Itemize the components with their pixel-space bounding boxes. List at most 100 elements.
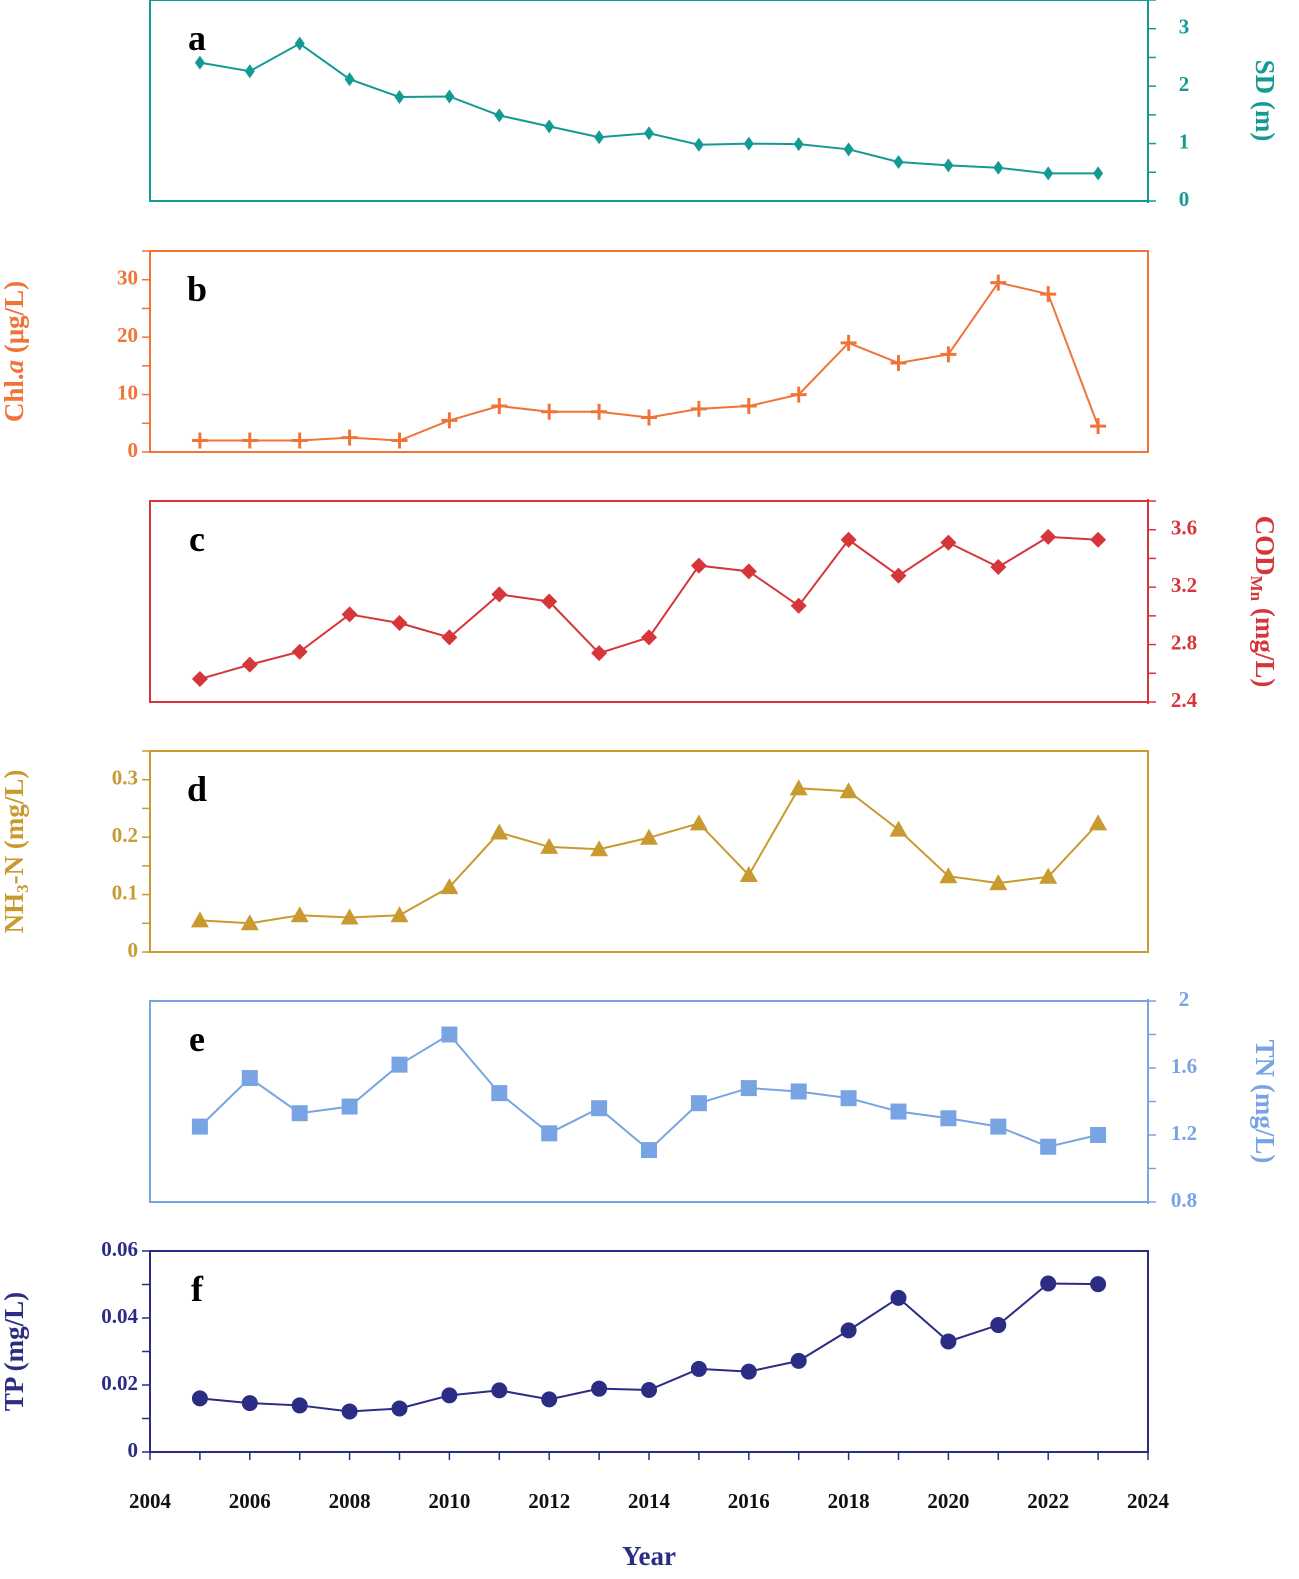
panel-d-y-tick-label: 0.2 xyxy=(112,823,138,847)
panel-e-point xyxy=(291,1105,308,1122)
panel-f-point xyxy=(441,1387,458,1404)
panel-c-markers xyxy=(191,528,1107,688)
panel-f-y-tick-label: 0 xyxy=(128,1438,139,1462)
panel-b-y-tick-label: 0 xyxy=(128,438,139,462)
panel-d-point xyxy=(190,911,209,928)
panel-a-point xyxy=(194,55,205,70)
panel-b-point xyxy=(990,274,1007,291)
panel-c-point xyxy=(940,534,957,551)
panel-c-y-axis: 2.4 2.8 3.2 3.6 xyxy=(1147,499,1198,712)
panel-c-point xyxy=(541,593,558,610)
panel-d-point xyxy=(240,914,259,931)
panel-d-point xyxy=(739,866,758,883)
panel-e-point xyxy=(690,1095,707,1112)
panel-f-frame xyxy=(149,1250,1149,1453)
panel-a-point xyxy=(244,64,255,79)
panel-e-markers xyxy=(191,1026,1107,1159)
panel-a-point xyxy=(444,89,455,104)
panel-f-point xyxy=(591,1380,608,1397)
panel-a-point xyxy=(294,36,305,51)
panel-e-point xyxy=(541,1125,558,1142)
panel-f-y-tick-label: 0.02 xyxy=(101,1371,138,1395)
panel-f-point xyxy=(391,1400,408,1417)
panel-f-point xyxy=(890,1289,907,1306)
panel-b-point xyxy=(391,432,408,449)
panel-b-point xyxy=(591,403,608,420)
panel-e-point xyxy=(591,1100,608,1117)
panel-c-letter: c xyxy=(189,519,205,559)
panel-d: 0 0.1 0.2 0.3 NH3-N (mg/L) d xyxy=(0,750,1149,962)
panel-a-y-tick-label: 2 xyxy=(1179,72,1190,96)
panel-a-point xyxy=(743,136,754,151)
panel-e-y-tick-label: 1.2 xyxy=(1171,1121,1197,1145)
panel-d-y-title: NH3-N (mg/L) xyxy=(0,770,32,934)
panel-e-point xyxy=(940,1110,957,1127)
panel-a-point xyxy=(893,154,904,169)
panel-f-point xyxy=(491,1382,508,1399)
panel-b-point xyxy=(241,432,258,449)
panel-e-point xyxy=(890,1103,907,1120)
panel-c-point xyxy=(1040,528,1057,545)
x-tick-label: 2022 xyxy=(1027,1489,1069,1513)
panel-e-point xyxy=(391,1056,408,1073)
panel-c-point xyxy=(341,606,358,623)
x-tick-label: 2012 xyxy=(528,1489,570,1513)
panel-a-point xyxy=(1093,166,1104,181)
panel-e-point xyxy=(441,1026,458,1043)
panel-e-point xyxy=(241,1070,258,1087)
panel-c-point xyxy=(990,559,1007,576)
panel-b-point xyxy=(541,403,558,420)
panel-a-point xyxy=(544,119,555,134)
panel-e-point xyxy=(491,1085,508,1102)
panel-e-y-tick-label: 2 xyxy=(1179,987,1190,1011)
panel-f-point xyxy=(541,1391,558,1408)
panel-e-y-axis: 0.8 1.2 1.6 2 xyxy=(1147,987,1197,1212)
panel-d-y-axis: 0 0.1 0.2 0.3 xyxy=(112,750,150,962)
panel-f-point xyxy=(1040,1275,1057,1292)
x-tick-label: 2018 xyxy=(828,1489,870,1513)
panel-f-point xyxy=(641,1382,657,1399)
panel-e-y-tick-label: 0.8 xyxy=(1171,1188,1197,1212)
panel-f-point xyxy=(291,1397,308,1414)
x-tick-label: 2006 xyxy=(229,1489,271,1513)
panel-a-markers xyxy=(194,36,1104,181)
x-tick-label: 2016 xyxy=(728,1489,770,1513)
panel-e-y-title: TN (mg/L) xyxy=(1250,1040,1280,1164)
panel-d-point xyxy=(590,840,609,857)
panel-b-point xyxy=(940,346,957,363)
panel-f-point xyxy=(191,1390,208,1407)
panel-b-y-tick-label: 10 xyxy=(117,380,138,404)
panel-f-markers xyxy=(191,1275,1107,1420)
panel-c-point xyxy=(191,671,208,688)
panel-b-y-tick-label: 20 xyxy=(117,323,138,347)
panel-a-y-axis: 0 1 2 3 xyxy=(1147,0,1190,211)
panel-e: 0.8 1.2 1.6 2 TN (mg/L) e xyxy=(149,987,1280,1212)
panel-d-frame xyxy=(149,750,1149,953)
panel-a-y-tick-label: 0 xyxy=(1179,187,1190,211)
panel-f-point xyxy=(740,1363,757,1380)
panel-f-point xyxy=(940,1333,957,1350)
panel-b-point xyxy=(191,432,208,449)
panel-c-point xyxy=(890,567,907,584)
panel-f-letter: f xyxy=(191,1269,204,1309)
panel-a-point xyxy=(993,160,1004,175)
panel-a-point xyxy=(843,142,854,157)
panel-c-point xyxy=(790,597,807,614)
panel-e-point xyxy=(790,1083,807,1100)
panel-a-y-tick-label: 1 xyxy=(1179,129,1190,153)
panel-a-point xyxy=(594,130,605,145)
x-tick-label: 2010 xyxy=(428,1489,470,1513)
panel-b-y-axis: 0 10 20 30 xyxy=(117,250,150,462)
panel-a-y-title: SD (m) xyxy=(1250,60,1280,142)
panel-f-point xyxy=(1090,1276,1107,1293)
panel-e-point xyxy=(740,1080,757,1097)
panel-a-series-line xyxy=(199,42,1099,175)
panel-c-y-title: CODMn (mg/L) xyxy=(1247,516,1280,688)
x-axis: 2004 2006 2008 2010 2012 2014 2016 2018 2020 2022… xyxy=(129,1452,1170,1571)
panel-b-y-tick-label: 30 xyxy=(117,266,138,290)
panel-d-point xyxy=(839,782,858,799)
panel-d-point xyxy=(789,779,808,796)
panel-d-point xyxy=(640,828,658,845)
panel-c-point xyxy=(591,645,608,662)
panel-b-point xyxy=(491,398,508,415)
